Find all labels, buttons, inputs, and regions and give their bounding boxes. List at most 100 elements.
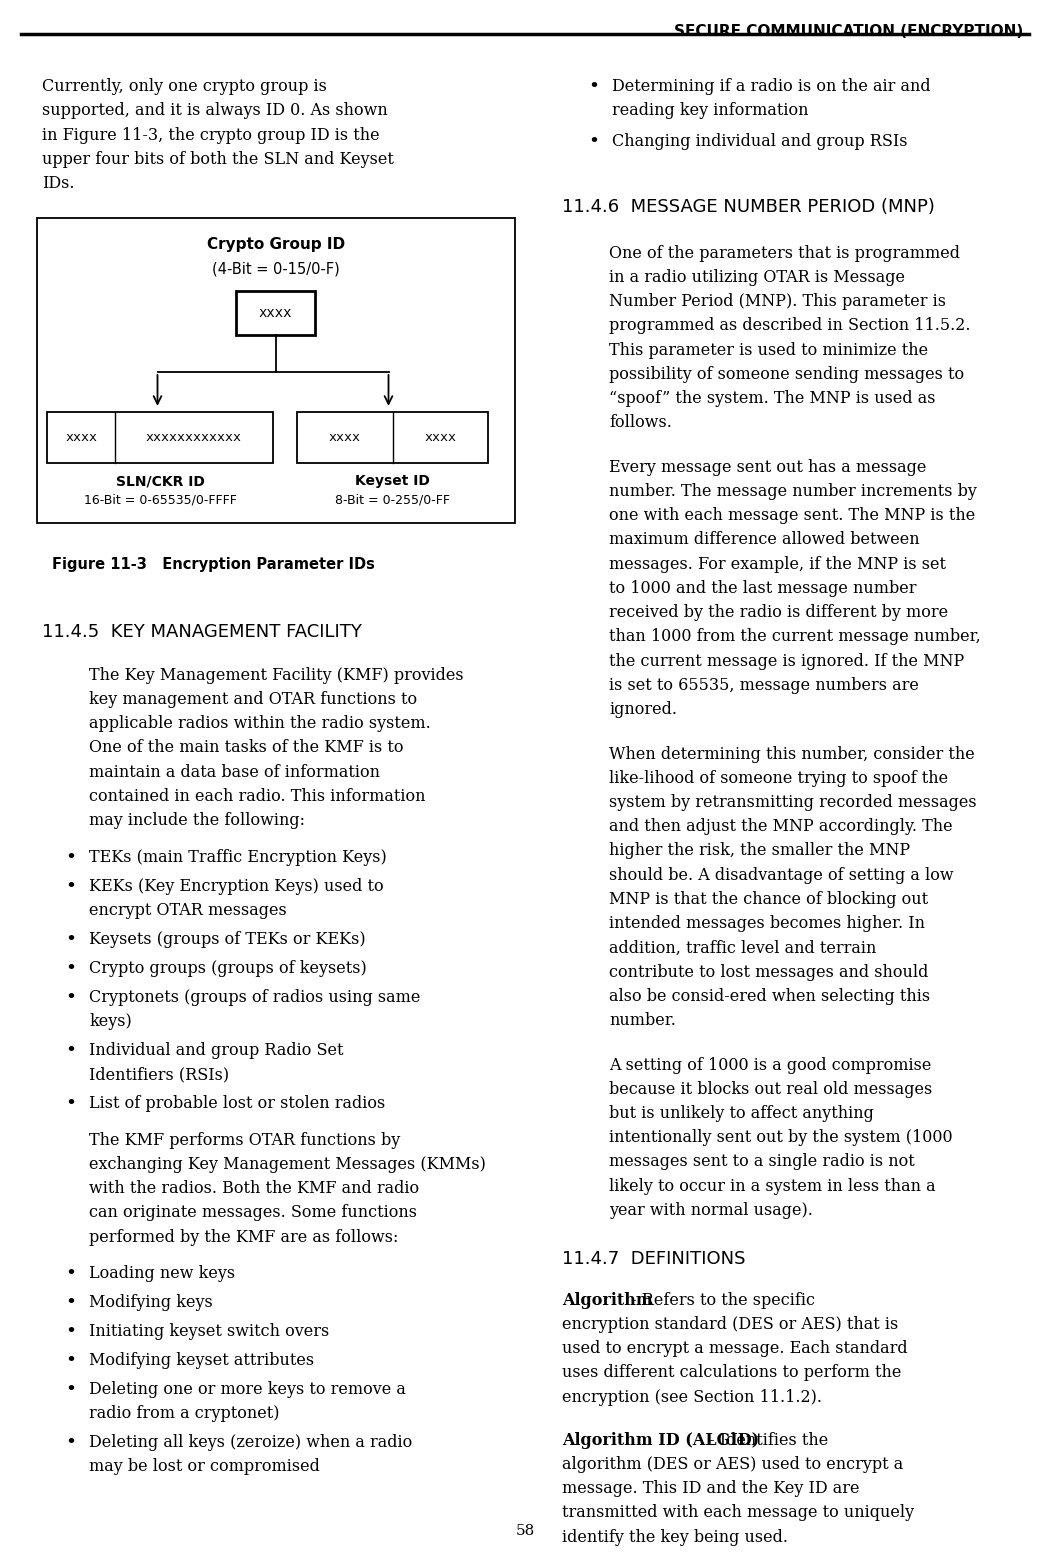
Text: •: • (65, 849, 77, 867)
Text: possibility of someone sending messages to: possibility of someone sending messages … (609, 366, 964, 383)
Text: intended messages becomes higher. In: intended messages becomes higher. In (609, 914, 925, 932)
Text: reading key information: reading key information (612, 103, 808, 119)
Text: •: • (65, 1382, 77, 1399)
Text: Changing individual and group RSIs: Changing individual and group RSIs (612, 133, 907, 150)
Text: 8-Bit = 0-255/0-FF: 8-Bit = 0-255/0-FF (335, 492, 450, 506)
Text: The KMF performs OTAR functions by: The KMF performs OTAR functions by (89, 1132, 400, 1149)
Bar (297, 411, 488, 463)
Text: upper four bits of both the SLN and Keyset: upper four bits of both the SLN and Keys… (42, 150, 394, 167)
Text: Number Period (MNP). This parameter is: Number Period (MNP). This parameter is (609, 292, 946, 309)
Text: contribute to lost messages and should: contribute to lost messages and should (609, 963, 928, 980)
Text: Individual and group Radio Set: Individual and group Radio Set (89, 1041, 343, 1058)
Text: performed by the KMF are as follows:: performed by the KMF are as follows: (89, 1229, 399, 1246)
Text: messages. For example, if the MNP is set: messages. For example, if the MNP is set (609, 555, 946, 572)
Text: year with normal usage).: year with normal usage). (609, 1202, 813, 1219)
Text: follows.: follows. (609, 414, 672, 431)
Text: (4-Bit = 0-15/0-F): (4-Bit = 0-15/0-F) (212, 261, 339, 277)
Text: One of the main tasks of the KMF is to: One of the main tasks of the KMF is to (89, 739, 404, 756)
Text: TEKs (main Traffic Encryption Keys): TEKs (main Traffic Encryption Keys) (89, 849, 387, 866)
Bar (47, 411, 273, 463)
Text: Identifiers (RSIs): Identifiers (RSIs) (89, 1066, 229, 1083)
Text: uses different calculations to perform the: uses different calculations to perform t… (562, 1364, 901, 1382)
Text: received by the radio is different by more: received by the radio is different by mo… (609, 603, 948, 621)
Text: •: • (65, 1352, 77, 1371)
Text: maximum difference allowed between: maximum difference allowed between (609, 531, 920, 549)
Text: •: • (65, 1435, 77, 1452)
Text: “spoof” the system. The MNP is used as: “spoof” the system. The MNP is used as (609, 389, 936, 406)
Text: Cryptonets (groups of radios using same: Cryptonets (groups of radios using same (89, 988, 421, 1005)
Text: ignored.: ignored. (609, 700, 677, 717)
Text: KEKs (Key Encryption Keys) used to: KEKs (Key Encryption Keys) used to (89, 877, 384, 894)
Text: SECURE COMMUNICATION (ENCRYPTION): SECURE COMMUNICATION (ENCRYPTION) (674, 25, 1024, 39)
Text: Modifying keys: Modifying keys (89, 1294, 213, 1311)
Text: •: • (65, 1266, 77, 1283)
Text: but is unlikely to affect anything: but is unlikely to affect anything (609, 1105, 874, 1122)
Text: key management and OTAR functions to: key management and OTAR functions to (89, 691, 418, 708)
Text: is set to 65535, message numbers are: is set to 65535, message numbers are (609, 677, 919, 694)
Text: and then adjust the MNP accordingly. The: and then adjust the MNP accordingly. The (609, 817, 952, 835)
Text: Initiating keyset switch overs: Initiating keyset switch overs (89, 1322, 330, 1339)
Text: xxxx: xxxx (329, 431, 361, 444)
Text: like-lihood of someone trying to spoof the: like-lihood of someone trying to spoof t… (609, 769, 948, 786)
Text: Crypto Group ID: Crypto Group ID (207, 236, 344, 252)
Text: supported, and it is always ID 0. As shown: supported, and it is always ID 0. As sho… (42, 103, 387, 119)
Text: likely to occur in a system in less than a: likely to occur in a system in less than… (609, 1177, 936, 1194)
Text: Loading new keys: Loading new keys (89, 1266, 235, 1282)
Text: should be. A disadvantage of setting a low: should be. A disadvantage of setting a l… (609, 866, 953, 883)
Text: Keysets (groups of TEKs or KEKs): Keysets (groups of TEKs or KEKs) (89, 930, 365, 947)
Text: A setting of 1000 is a good compromise: A setting of 1000 is a good compromise (609, 1057, 931, 1074)
Text: SLN/CKR ID: SLN/CKR ID (116, 474, 205, 488)
Text: 11.4.7  DEFINITIONS: 11.4.7 DEFINITIONS (562, 1249, 746, 1268)
Text: •: • (65, 1294, 77, 1313)
Text: number. The message number increments by: number. The message number increments by (609, 483, 977, 500)
Text: applicable radios within the radio system.: applicable radios within the radio syste… (89, 714, 430, 731)
Text: Deleting all keys (zeroize) when a radio: Deleting all keys (zeroize) when a radio (89, 1435, 413, 1450)
Text: When determining this number, consider the: When determining this number, consider t… (609, 746, 974, 763)
Text: Determining if a radio is on the air and: Determining if a radio is on the air and (612, 78, 930, 95)
Text: This parameter is used to minimize the: This parameter is used to minimize the (609, 341, 928, 358)
Text: Keyset ID: Keyset ID (355, 474, 430, 488)
Text: message. This ID and the Key ID are: message. This ID and the Key ID are (562, 1480, 859, 1497)
Text: maintain a data base of information: maintain a data base of information (89, 763, 380, 780)
Text: with the radios. Both the KMF and radio: with the radios. Both the KMF and radio (89, 1180, 419, 1197)
Text: •: • (65, 960, 77, 978)
Text: also be consid-ered when selecting this: also be consid-ered when selecting this (609, 988, 930, 1005)
Text: •: • (65, 1041, 77, 1060)
Text: encryption (see Section 11.1.2).: encryption (see Section 11.1.2). (562, 1388, 822, 1405)
Text: higher the risk, the smaller the MNP: higher the risk, the smaller the MNP (609, 842, 910, 860)
Text: xxxxxxxxxxxx: xxxxxxxxxxxx (146, 431, 242, 444)
Text: Algorithm ID (ALGID): Algorithm ID (ALGID) (562, 1432, 759, 1449)
Text: Modifying keyset attributes: Modifying keyset attributes (89, 1352, 314, 1369)
Text: identify the key being used.: identify the key being used. (562, 1529, 788, 1546)
Text: encryption standard (DES or AES) that is: encryption standard (DES or AES) that is (562, 1316, 898, 1333)
Text: IDs.: IDs. (42, 175, 75, 192)
Text: Currently, only one crypto group is: Currently, only one crypto group is (42, 78, 327, 95)
Text: because it blocks out real old messages: because it blocks out real old messages (609, 1080, 932, 1097)
Text: •: • (65, 877, 77, 896)
Text: •: • (588, 133, 600, 152)
Text: One of the parameters that is programmed: One of the parameters that is programmed (609, 245, 960, 261)
Text: algorithm (DES or AES) used to encrypt a: algorithm (DES or AES) used to encrypt a (562, 1455, 903, 1472)
Text: The Key Management Facility (KMF) provides: The Key Management Facility (KMF) provid… (89, 666, 464, 683)
Text: xxxx: xxxx (65, 431, 97, 444)
Text: system by retransmitting recorded messages: system by retransmitting recorded messag… (609, 794, 977, 811)
Bar (236, 291, 315, 334)
Text: programmed as described in Section 11.5.2.: programmed as described in Section 11.5.… (609, 317, 970, 334)
Text: 16-Bit = 0-65535/0-FFFF: 16-Bit = 0-65535/0-FFFF (84, 492, 236, 506)
Text: may be lost or compromised: may be lost or compromised (89, 1458, 320, 1475)
Text: •: • (65, 1094, 77, 1113)
Text: can originate messages. Some functions: can originate messages. Some functions (89, 1204, 417, 1221)
Text: List of probable lost or stolen radios: List of probable lost or stolen radios (89, 1094, 385, 1111)
Text: •: • (65, 1322, 77, 1341)
Text: to 1000 and the last message number: to 1000 and the last message number (609, 580, 917, 597)
Text: Every message sent out has a message: Every message sent out has a message (609, 458, 926, 475)
Text: Algorithm: Algorithm (562, 1291, 652, 1308)
Text: contained in each radio. This information: contained in each radio. This informatio… (89, 788, 425, 805)
Text: addition, traffic level and terrain: addition, traffic level and terrain (609, 939, 877, 957)
Text: xxxx: xxxx (259, 306, 292, 320)
Text: xxxx: xxxx (424, 431, 457, 444)
Text: keys): keys) (89, 1013, 132, 1030)
Text: intentionally sent out by the system (1000: intentionally sent out by the system (10… (609, 1128, 952, 1146)
Text: in Figure 11-3, the crypto group ID is the: in Figure 11-3, the crypto group ID is t… (42, 127, 380, 144)
Text: - Refers to the specific: - Refers to the specific (626, 1291, 815, 1308)
